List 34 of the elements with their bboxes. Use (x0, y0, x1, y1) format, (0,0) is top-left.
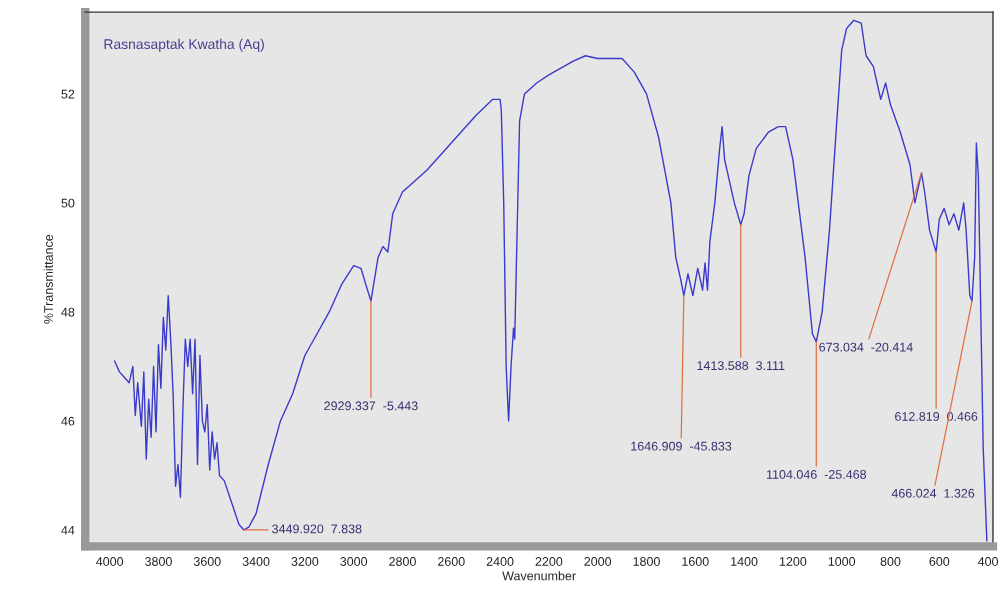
x-tick-label: 800 (880, 557, 901, 566)
x-tick-label: 2800 (389, 557, 416, 566)
x-tick-label: 1600 (682, 557, 709, 566)
y-tick-label: 48 (61, 307, 75, 317)
x-tick-label: 400 (977, 557, 999, 566)
annotation: 673.034 -20.414 (819, 342, 913, 352)
x-tick-label: 600 (929, 557, 950, 566)
x-tick-label: 2600 (438, 557, 465, 566)
annotation: 1104.046 -25.468 (766, 470, 867, 479)
x-tick-label: 3200 (291, 557, 319, 566)
annotation: 1646.909 -45.833 (631, 441, 732, 451)
x-tick-label: 3400 (242, 557, 270, 566)
text: Rasnasaptak Kwatha (Aq) (104, 38, 264, 52)
x-tick-label: 1400 (731, 557, 758, 566)
x-tick-label: 2200 (535, 557, 563, 566)
y-tick-label: 46 (61, 416, 75, 426)
x-tick-label: 1800 (633, 557, 660, 566)
x-axis-title: Wavenumber (502, 571, 576, 581)
x-tick-label: 4000 (96, 557, 124, 566)
x-tick-label: 1000 (828, 557, 856, 566)
annotation: 2929.337 -5.443 (324, 401, 418, 411)
y-tick-label: 44 (61, 525, 75, 535)
x-tick-label: 3600 (193, 557, 221, 566)
x-tick-label: 2000 (584, 557, 612, 566)
x-tick-label: 3800 (145, 557, 172, 566)
x-tick-label: 2400 (486, 557, 514, 566)
x-tick-label: 3000 (340, 557, 368, 566)
annotation: 466.024 1.326 (891, 488, 975, 498)
annotation: 1413.588 3.111 (697, 361, 785, 371)
y-tick-label: 52 (61, 89, 75, 99)
y-axis-title: %Transmittance (43, 234, 53, 324)
x-tick-label: 1200 (779, 557, 807, 566)
y-tick-label: 50 (61, 198, 75, 208)
annotation: 3449.920 7.838 (272, 524, 362, 534)
